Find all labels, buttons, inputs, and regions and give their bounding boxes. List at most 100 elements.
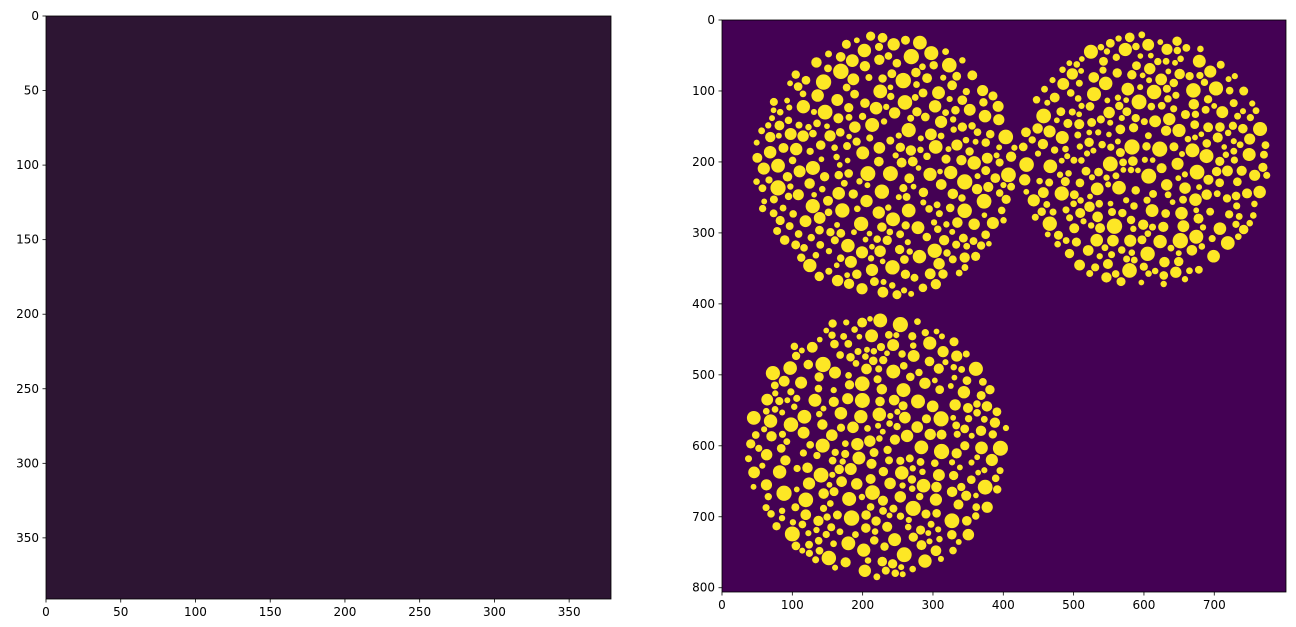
blob bbox=[791, 403, 798, 410]
blob bbox=[1099, 56, 1108, 66]
blob bbox=[1060, 177, 1070, 187]
blob bbox=[1131, 113, 1140, 123]
blob bbox=[980, 415, 988, 423]
blob bbox=[993, 485, 1002, 494]
blob bbox=[950, 126, 957, 133]
blob bbox=[1066, 214, 1074, 222]
blob bbox=[873, 84, 888, 99]
blob bbox=[931, 481, 942, 493]
blob bbox=[946, 95, 953, 103]
blob bbox=[923, 336, 937, 350]
blob bbox=[770, 180, 786, 196]
blob bbox=[1147, 102, 1156, 111]
blob bbox=[805, 160, 820, 175]
blob bbox=[858, 564, 871, 577]
blob bbox=[860, 166, 876, 182]
blob bbox=[825, 247, 833, 255]
blob bbox=[813, 467, 829, 483]
blob bbox=[967, 70, 978, 81]
blob bbox=[895, 194, 902, 201]
blob bbox=[1215, 122, 1225, 132]
blob bbox=[1098, 140, 1106, 149]
blob bbox=[1216, 106, 1229, 119]
blob bbox=[843, 142, 852, 150]
blob bbox=[889, 504, 898, 513]
blob bbox=[921, 414, 932, 424]
blob bbox=[1106, 218, 1123, 234]
blob bbox=[887, 38, 900, 51]
blob bbox=[819, 185, 826, 193]
blob bbox=[978, 109, 992, 123]
blob bbox=[922, 232, 932, 242]
blob bbox=[814, 384, 823, 393]
blob bbox=[793, 486, 800, 493]
blob bbox=[1239, 86, 1249, 96]
blob bbox=[1115, 148, 1125, 158]
blob bbox=[889, 282, 896, 289]
blob bbox=[1105, 181, 1112, 188]
blob bbox=[1190, 120, 1200, 130]
blob bbox=[1246, 219, 1253, 227]
blob bbox=[770, 107, 777, 114]
blob bbox=[782, 171, 793, 182]
blob bbox=[793, 82, 803, 91]
blob bbox=[840, 557, 851, 568]
blob bbox=[1045, 178, 1054, 187]
blob bbox=[900, 255, 909, 264]
blob bbox=[996, 144, 1003, 151]
blob bbox=[899, 362, 908, 370]
blob bbox=[828, 456, 837, 465]
blob bbox=[898, 564, 905, 571]
blob bbox=[882, 521, 893, 532]
blob bbox=[1027, 194, 1040, 207]
blob bbox=[981, 501, 993, 513]
blob bbox=[904, 523, 912, 531]
blob bbox=[973, 400, 981, 408]
blob bbox=[1238, 224, 1249, 235]
blob bbox=[831, 448, 839, 457]
blob bbox=[935, 179, 947, 190]
blob bbox=[866, 31, 876, 41]
x-tick-label: 0 bbox=[42, 605, 50, 619]
blob bbox=[901, 122, 916, 138]
blob bbox=[951, 139, 963, 151]
blob bbox=[1156, 163, 1167, 174]
blob bbox=[971, 183, 983, 195]
blob bbox=[1189, 229, 1204, 244]
blob bbox=[831, 94, 844, 106]
blob bbox=[911, 421, 924, 433]
blob bbox=[871, 528, 879, 535]
blob bbox=[845, 54, 859, 67]
blob bbox=[791, 541, 801, 551]
blob bbox=[955, 538, 962, 545]
blob bbox=[811, 191, 817, 198]
blob bbox=[834, 464, 844, 475]
blob bbox=[1220, 236, 1235, 250]
blob bbox=[761, 198, 768, 205]
blob bbox=[1180, 109, 1191, 120]
blob bbox=[1174, 68, 1185, 80]
blob bbox=[1066, 60, 1073, 67]
blob bbox=[833, 63, 849, 80]
blob bbox=[791, 70, 800, 79]
blob bbox=[824, 64, 832, 73]
blob bbox=[1141, 168, 1157, 184]
x-tick-label: 300 bbox=[483, 605, 506, 619]
blob bbox=[1170, 105, 1178, 113]
blob bbox=[869, 448, 879, 458]
blob bbox=[1160, 125, 1172, 136]
blob bbox=[963, 103, 976, 116]
blob bbox=[873, 235, 881, 243]
blob bbox=[883, 445, 892, 455]
blob bbox=[1112, 68, 1122, 78]
blob bbox=[901, 35, 910, 45]
blob bbox=[844, 463, 857, 476]
blob bbox=[912, 249, 927, 264]
blob bbox=[924, 356, 935, 367]
blob bbox=[751, 431, 760, 439]
blob bbox=[896, 512, 905, 520]
blob bbox=[1043, 201, 1051, 208]
blob bbox=[955, 269, 963, 277]
blob bbox=[953, 430, 961, 438]
blob bbox=[815, 546, 824, 555]
